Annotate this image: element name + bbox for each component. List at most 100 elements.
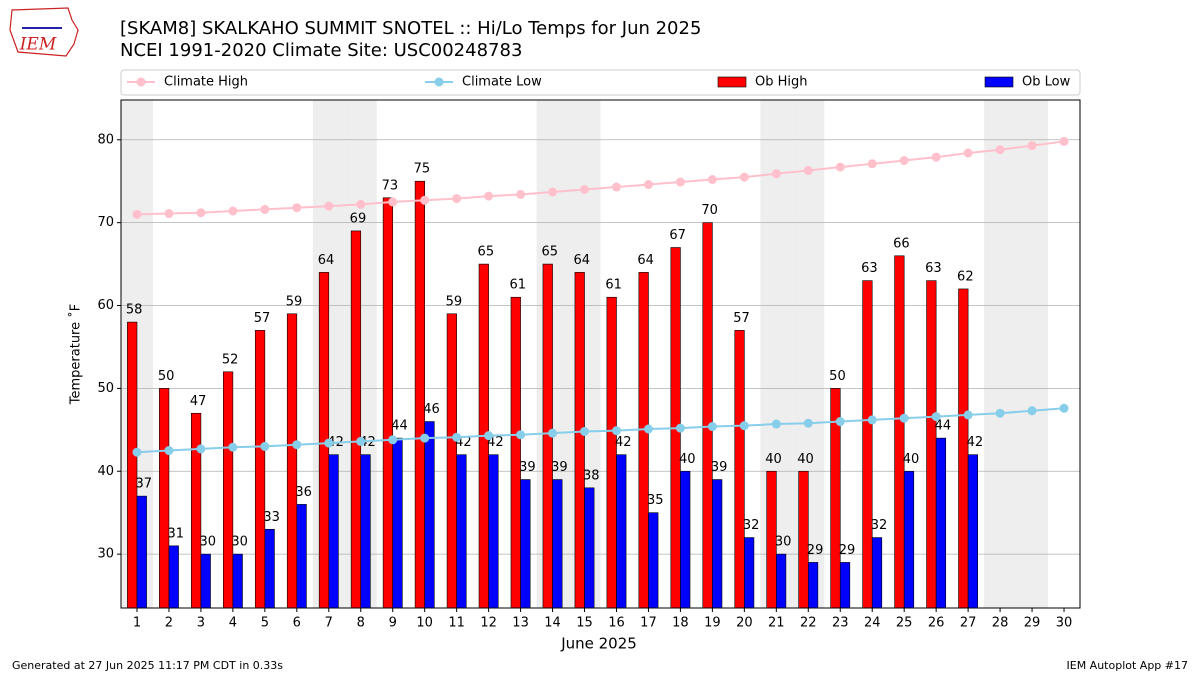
x-tick-label: 25 — [896, 616, 913, 631]
data-label: 39 — [551, 460, 568, 475]
data-label: 73 — [382, 178, 399, 193]
line-marker — [548, 428, 558, 438]
data-label: 64 — [318, 253, 335, 268]
line-marker — [548, 187, 558, 197]
data-label: 35 — [647, 493, 664, 508]
line-marker — [196, 444, 206, 454]
data-label: 52 — [222, 352, 239, 367]
line-marker — [356, 199, 366, 209]
line-marker — [739, 421, 749, 431]
data-label: 30 — [231, 535, 248, 550]
data-label: 61 — [510, 278, 527, 293]
bar — [232, 553, 243, 609]
weekend-shade — [1016, 100, 1049, 608]
bar — [159, 388, 170, 609]
line-marker — [516, 189, 526, 199]
line-marker — [931, 152, 941, 162]
x-tick-label: 16 — [608, 616, 625, 631]
line-marker — [260, 441, 270, 451]
data-label: 42 — [615, 435, 632, 450]
line-marker — [867, 159, 877, 169]
bar — [680, 470, 691, 609]
data-label: 30 — [199, 535, 216, 550]
bar — [191, 412, 202, 609]
line-marker — [675, 423, 685, 433]
footer-right: IEM Autoplot App #17 — [1067, 659, 1189, 672]
data-label: 62 — [957, 269, 974, 284]
data-label: 57 — [733, 311, 750, 326]
bar — [894, 255, 905, 609]
bar — [574, 272, 585, 609]
x-tick-label: 4 — [229, 616, 237, 631]
x-tick-label: 20 — [736, 616, 753, 631]
data-label: 46 — [423, 402, 440, 417]
bar — [286, 313, 298, 609]
line-marker — [516, 430, 526, 440]
bar — [350, 230, 362, 609]
y-tick-label: 50 — [97, 381, 114, 396]
legend-label: Ob High — [755, 75, 808, 90]
line-marker — [995, 408, 1005, 418]
data-label: 36 — [295, 485, 312, 500]
legend-marker — [136, 77, 146, 87]
bar — [414, 180, 425, 609]
data-label: 40 — [765, 452, 782, 467]
x-tick-label: 22 — [800, 616, 817, 631]
x-tick-label: 15 — [576, 616, 593, 631]
line-marker — [132, 447, 142, 457]
line-marker — [803, 165, 813, 175]
line-marker — [228, 206, 238, 216]
x-tick-label: 11 — [448, 616, 465, 631]
x-tick-label: 29 — [1024, 616, 1041, 631]
bar — [903, 470, 915, 609]
x-tick-label: 21 — [768, 616, 785, 631]
data-label: 65 — [541, 245, 558, 260]
bar — [200, 553, 211, 609]
line-marker — [580, 426, 590, 436]
data-label: 58 — [126, 303, 143, 318]
bar — [648, 512, 659, 609]
x-axis-label: June 2025 — [560, 635, 637, 653]
bar — [926, 280, 937, 609]
bar — [798, 470, 809, 609]
line-marker — [1027, 141, 1037, 151]
x-tick-label: 10 — [416, 616, 433, 631]
bar — [638, 272, 649, 609]
line-marker — [771, 419, 781, 429]
line-marker — [963, 410, 973, 420]
line-marker — [388, 197, 398, 207]
logo-outline — [9, 7, 79, 57]
x-tick-label: 23 — [832, 616, 849, 631]
bar — [839, 562, 851, 609]
x-tick-label: 27 — [960, 616, 977, 631]
footer-left: Generated at 27 Jun 2025 11:17 PM CDT in… — [12, 659, 283, 672]
data-label: 39 — [519, 460, 536, 475]
line — [136, 407, 1065, 454]
bar — [510, 296, 521, 609]
bar — [616, 454, 627, 609]
data-label: 38 — [583, 468, 600, 483]
bar — [862, 280, 873, 609]
data-label: 29 — [807, 543, 824, 558]
x-tick-label: 18 — [672, 616, 689, 631]
bar — [296, 504, 307, 609]
x-tick-label: 24 — [864, 616, 881, 631]
bar — [744, 537, 755, 609]
bar — [967, 454, 979, 609]
line-marker — [675, 177, 685, 187]
line-marker — [484, 191, 494, 201]
line-marker — [611, 182, 621, 192]
line-marker — [835, 162, 845, 172]
bar — [127, 321, 138, 609]
x-tick-label: 17 — [640, 616, 657, 631]
bar — [734, 330, 745, 609]
y-tick-label: 30 — [97, 547, 114, 562]
data-label: 30 — [775, 535, 792, 550]
data-label: 59 — [446, 294, 463, 309]
bar — [222, 371, 234, 609]
x-tick-label: 28 — [992, 616, 1009, 631]
bar — [360, 454, 371, 609]
x-tick-label: 9 — [389, 616, 397, 631]
x-tick-label: 3 — [197, 616, 205, 631]
plot-frame — [120, 99, 1081, 609]
